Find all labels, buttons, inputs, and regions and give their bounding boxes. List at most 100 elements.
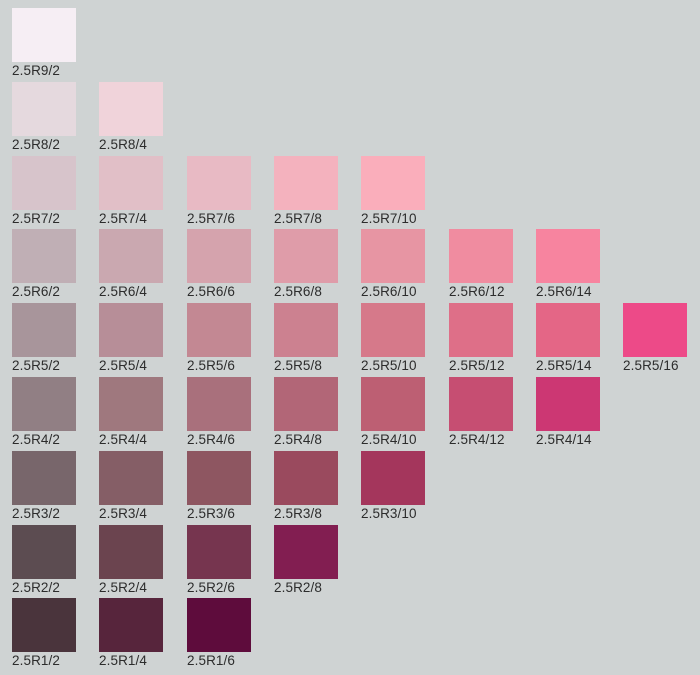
chip-label: 2.5R2/8 — [274, 580, 322, 595]
chip-label: 2.5R5/16 — [623, 358, 679, 373]
chip-swatch — [274, 229, 338, 283]
chip-swatch — [361, 303, 425, 357]
chip-label: 2.5R2/4 — [99, 580, 147, 595]
color-chip: 2.5R5/4 — [99, 303, 163, 377]
chip-swatch — [449, 377, 513, 431]
color-chip: 2.5R4/4 — [99, 377, 163, 451]
chip-label: 2.5R7/6 — [187, 211, 235, 226]
chip-swatch — [12, 451, 76, 505]
chip-label: 2.5R6/8 — [274, 284, 322, 299]
chip-swatch — [99, 303, 163, 357]
chip-label: 2.5R4/10 — [361, 432, 417, 447]
color-chip: 2.5R4/10 — [361, 377, 425, 451]
color-chip: 2.5R7/4 — [99, 156, 163, 230]
color-chip: 2.5R8/2 — [12, 82, 76, 156]
chip-swatch — [449, 303, 513, 357]
color-chip: 2.5R4/8 — [274, 377, 338, 451]
chip-swatch — [12, 525, 76, 579]
color-chip: 2.5R7/2 — [12, 156, 76, 230]
chip-label: 2.5R3/4 — [99, 506, 147, 521]
chip-swatch — [187, 303, 251, 357]
chip-label: 2.5R8/4 — [99, 137, 147, 152]
chip-label: 2.5R6/2 — [12, 284, 60, 299]
chip-label: 2.5R5/10 — [361, 358, 417, 373]
chip-swatch — [274, 303, 338, 357]
chip-swatch — [99, 156, 163, 210]
chip-swatch — [361, 229, 425, 283]
color-chip: 2.5R6/2 — [12, 229, 76, 303]
chip-swatch — [536, 229, 600, 283]
chip-swatch — [12, 598, 76, 652]
color-chip: 2.5R5/8 — [274, 303, 338, 377]
chip-swatch — [12, 303, 76, 357]
chip-label: 2.5R6/6 — [187, 284, 235, 299]
chip-swatch — [274, 156, 338, 210]
color-chip: 2.5R3/4 — [99, 451, 163, 525]
color-chip: 2.5R6/10 — [361, 229, 425, 303]
chip-swatch — [536, 377, 600, 431]
color-chip: 2.5R5/2 — [12, 303, 76, 377]
color-chip: 2.5R6/4 — [99, 229, 163, 303]
color-chip: 2.5R2/6 — [187, 525, 251, 599]
chip-label: 2.5R8/2 — [12, 137, 60, 152]
color-chip: 2.5R3/10 — [361, 451, 425, 525]
chip-label: 2.5R5/6 — [187, 358, 235, 373]
chip-label: 2.5R3/10 — [361, 506, 417, 521]
color-chip: 2.5R4/2 — [12, 377, 76, 451]
chip-swatch — [187, 451, 251, 505]
chip-label: 2.5R5/12 — [449, 358, 505, 373]
chip-swatch — [99, 377, 163, 431]
color-chip: 2.5R6/6 — [187, 229, 251, 303]
chip-swatch — [99, 525, 163, 579]
chip-label: 2.5R9/2 — [12, 63, 60, 78]
chip-label: 2.5R3/6 — [187, 506, 235, 521]
color-chip: 2.5R5/10 — [361, 303, 425, 377]
chip-swatch — [274, 377, 338, 431]
chip-label: 2.5R7/10 — [361, 211, 417, 226]
chip-label: 2.5R5/4 — [99, 358, 147, 373]
chip-swatch — [449, 229, 513, 283]
chip-swatch — [187, 598, 251, 652]
chip-swatch — [12, 229, 76, 283]
chip-label: 2.5R6/4 — [99, 284, 147, 299]
chip-label: 2.5R4/12 — [449, 432, 505, 447]
color-chip: 2.5R6/8 — [274, 229, 338, 303]
chip-label: 2.5R6/14 — [536, 284, 592, 299]
chip-swatch — [361, 156, 425, 210]
chip-swatch — [12, 377, 76, 431]
chip-label: 2.5R1/2 — [12, 653, 60, 668]
chip-swatch — [99, 229, 163, 283]
color-chip: 2.5R1/4 — [99, 598, 163, 672]
chip-label: 2.5R5/2 — [12, 358, 60, 373]
color-chip: 2.5R3/8 — [274, 451, 338, 525]
color-chip: 2.5R1/6 — [187, 598, 251, 672]
color-chip: 2.5R5/6 — [187, 303, 251, 377]
color-chip: 2.5R4/14 — [536, 377, 600, 451]
chip-label: 2.5R3/8 — [274, 506, 322, 521]
chip-swatch — [12, 8, 76, 62]
chip-label: 2.5R4/4 — [99, 432, 147, 447]
chip-label: 2.5R4/2 — [12, 432, 60, 447]
chip-swatch — [274, 525, 338, 579]
color-chip: 2.5R8/4 — [99, 82, 163, 156]
chip-swatch — [187, 156, 251, 210]
color-chip: 2.5R7/6 — [187, 156, 251, 230]
chip-label: 2.5R4/14 — [536, 432, 592, 447]
color-chip: 2.5R4/6 — [187, 377, 251, 451]
chip-label: 2.5R6/12 — [449, 284, 505, 299]
color-chip: 2.5R5/12 — [449, 303, 513, 377]
chip-label: 2.5R6/10 — [361, 284, 417, 299]
chip-swatch — [187, 525, 251, 579]
chip-label: 2.5R1/4 — [99, 653, 147, 668]
chip-swatch — [361, 377, 425, 431]
chip-swatch — [12, 82, 76, 136]
chip-label: 2.5R7/4 — [99, 211, 147, 226]
chip-swatch — [99, 451, 163, 505]
chip-label: 2.5R5/14 — [536, 358, 592, 373]
color-chip: 2.5R7/8 — [274, 156, 338, 230]
chip-label: 2.5R4/8 — [274, 432, 322, 447]
chip-swatch — [99, 598, 163, 652]
color-chip: 2.5R1/2 — [12, 598, 76, 672]
color-chip: 2.5R6/12 — [449, 229, 513, 303]
